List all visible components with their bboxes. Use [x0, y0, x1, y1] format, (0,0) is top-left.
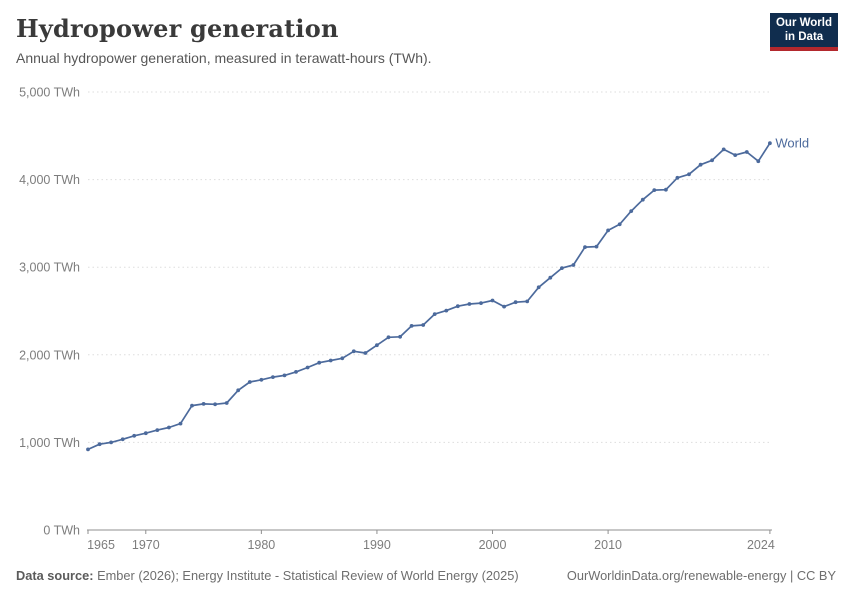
- data-point[interactable]: [143, 431, 148, 436]
- data-point[interactable]: [282, 373, 287, 378]
- data-source-label: Data source:: [16, 568, 94, 583]
- data-point[interactable]: [340, 356, 345, 361]
- data-point[interactable]: [167, 425, 171, 430]
- y-tick-label: 0 TWh: [43, 524, 80, 538]
- x-tick-label: 2010: [594, 538, 622, 552]
- data-point[interactable]: [617, 222, 622, 227]
- data-point[interactable]: [710, 158, 714, 163]
- x-tick-label: 1990: [363, 538, 391, 552]
- data-point[interactable]: [294, 370, 298, 374]
- owid-logo[interactable]: Our World in Data: [770, 13, 838, 51]
- data-point[interactable]: [363, 351, 368, 355]
- data-point[interactable]: [236, 388, 241, 393]
- data-point[interactable]: [305, 365, 310, 370]
- data-point[interactable]: [398, 334, 402, 339]
- data-point[interactable]: [525, 299, 530, 304]
- data-point[interactable]: [733, 153, 738, 158]
- x-tick-label: 2000: [479, 538, 507, 552]
- owid-logo-line2: in Data: [784, 31, 824, 43]
- data-point[interactable]: [86, 447, 90, 452]
- data-point[interactable]: [432, 312, 437, 316]
- data-point[interactable]: [421, 323, 426, 327]
- y-tick-label: 1,000 TWh: [19, 436, 80, 450]
- x-tick-label: 1965: [87, 538, 115, 552]
- data-point[interactable]: [744, 150, 749, 154]
- data-point[interactable]: [664, 187, 668, 192]
- data-point[interactable]: [375, 343, 379, 348]
- data-point[interactable]: [444, 308, 449, 313]
- data-point[interactable]: [687, 172, 691, 177]
- owid-link[interactable]: OurWorldinData.org/renewable-energy | CC…: [566, 568, 836, 583]
- data-point[interactable]: [109, 440, 113, 445]
- chart-title: Hydropower generation: [16, 14, 339, 43]
- data-point[interactable]: [455, 304, 460, 309]
- data-point[interactable]: [768, 141, 772, 146]
- owid-logo-line1: Our World: [775, 16, 832, 29]
- series-end-label[interactable]: World: [775, 136, 809, 151]
- data-point[interactable]: [155, 428, 160, 432]
- data-point[interactable]: [213, 402, 218, 407]
- data-point[interactable]: [640, 197, 645, 202]
- data-point[interactable]: [675, 175, 680, 180]
- data-point[interactable]: [629, 209, 634, 214]
- data-point[interactable]: [467, 302, 472, 306]
- data-point[interactable]: [698, 162, 703, 167]
- data-point[interactable]: [120, 437, 125, 442]
- data-point[interactable]: [317, 360, 322, 365]
- y-tick-label: 4,000 TWh: [19, 173, 80, 187]
- data-point[interactable]: [513, 300, 518, 305]
- data-point[interactable]: [548, 275, 553, 280]
- data-point[interactable]: [224, 401, 229, 405]
- data-point[interactable]: [606, 228, 610, 233]
- data-point[interactable]: [247, 380, 252, 384]
- data-point[interactable]: [536, 285, 541, 290]
- data-point[interactable]: [479, 301, 483, 305]
- chart-subtitle: Annual hydropower generation, measured i…: [16, 50, 432, 66]
- data-point[interactable]: [351, 349, 356, 354]
- data-point[interactable]: [97, 442, 102, 447]
- data-point[interactable]: [756, 159, 761, 164]
- data-source-note: Data source: Ember (2026); Energy Instit…: [16, 568, 519, 583]
- data-point[interactable]: [721, 147, 726, 152]
- x-tick-label: 1980: [247, 538, 275, 552]
- data-point[interactable]: [386, 335, 391, 340]
- series-line: [87, 142, 771, 451]
- data-point[interactable]: [178, 421, 183, 426]
- data-point[interactable]: [571, 263, 576, 267]
- data-point[interactable]: [560, 266, 564, 270]
- data-point[interactable]: [409, 324, 414, 328]
- data-point[interactable]: [583, 245, 587, 250]
- data-point[interactable]: [594, 244, 599, 249]
- x-tick-label: 1970: [132, 538, 160, 552]
- y-tick-label: 5,000 TWh: [19, 86, 80, 100]
- y-tick-label: 3,000 TWh: [19, 261, 80, 275]
- chart-footer: Data source: Ember (2026); Energy Instit…: [16, 568, 836, 583]
- data-source-text: Ember (2026); Energy Institute - Statist…: [93, 568, 519, 583]
- data-point[interactable]: [259, 377, 264, 382]
- data-point[interactable]: [201, 402, 206, 406]
- data-point[interactable]: [502, 304, 506, 309]
- data-point[interactable]: [328, 358, 333, 363]
- y-tick-label: 2,000 TWh: [19, 348, 80, 362]
- data-point[interactable]: [490, 298, 495, 303]
- data-point[interactable]: [132, 433, 137, 438]
- data-point[interactable]: [271, 375, 275, 379]
- data-point[interactable]: [652, 188, 657, 193]
- x-tick-label: 2024: [747, 538, 775, 552]
- data-point[interactable]: [190, 403, 194, 408]
